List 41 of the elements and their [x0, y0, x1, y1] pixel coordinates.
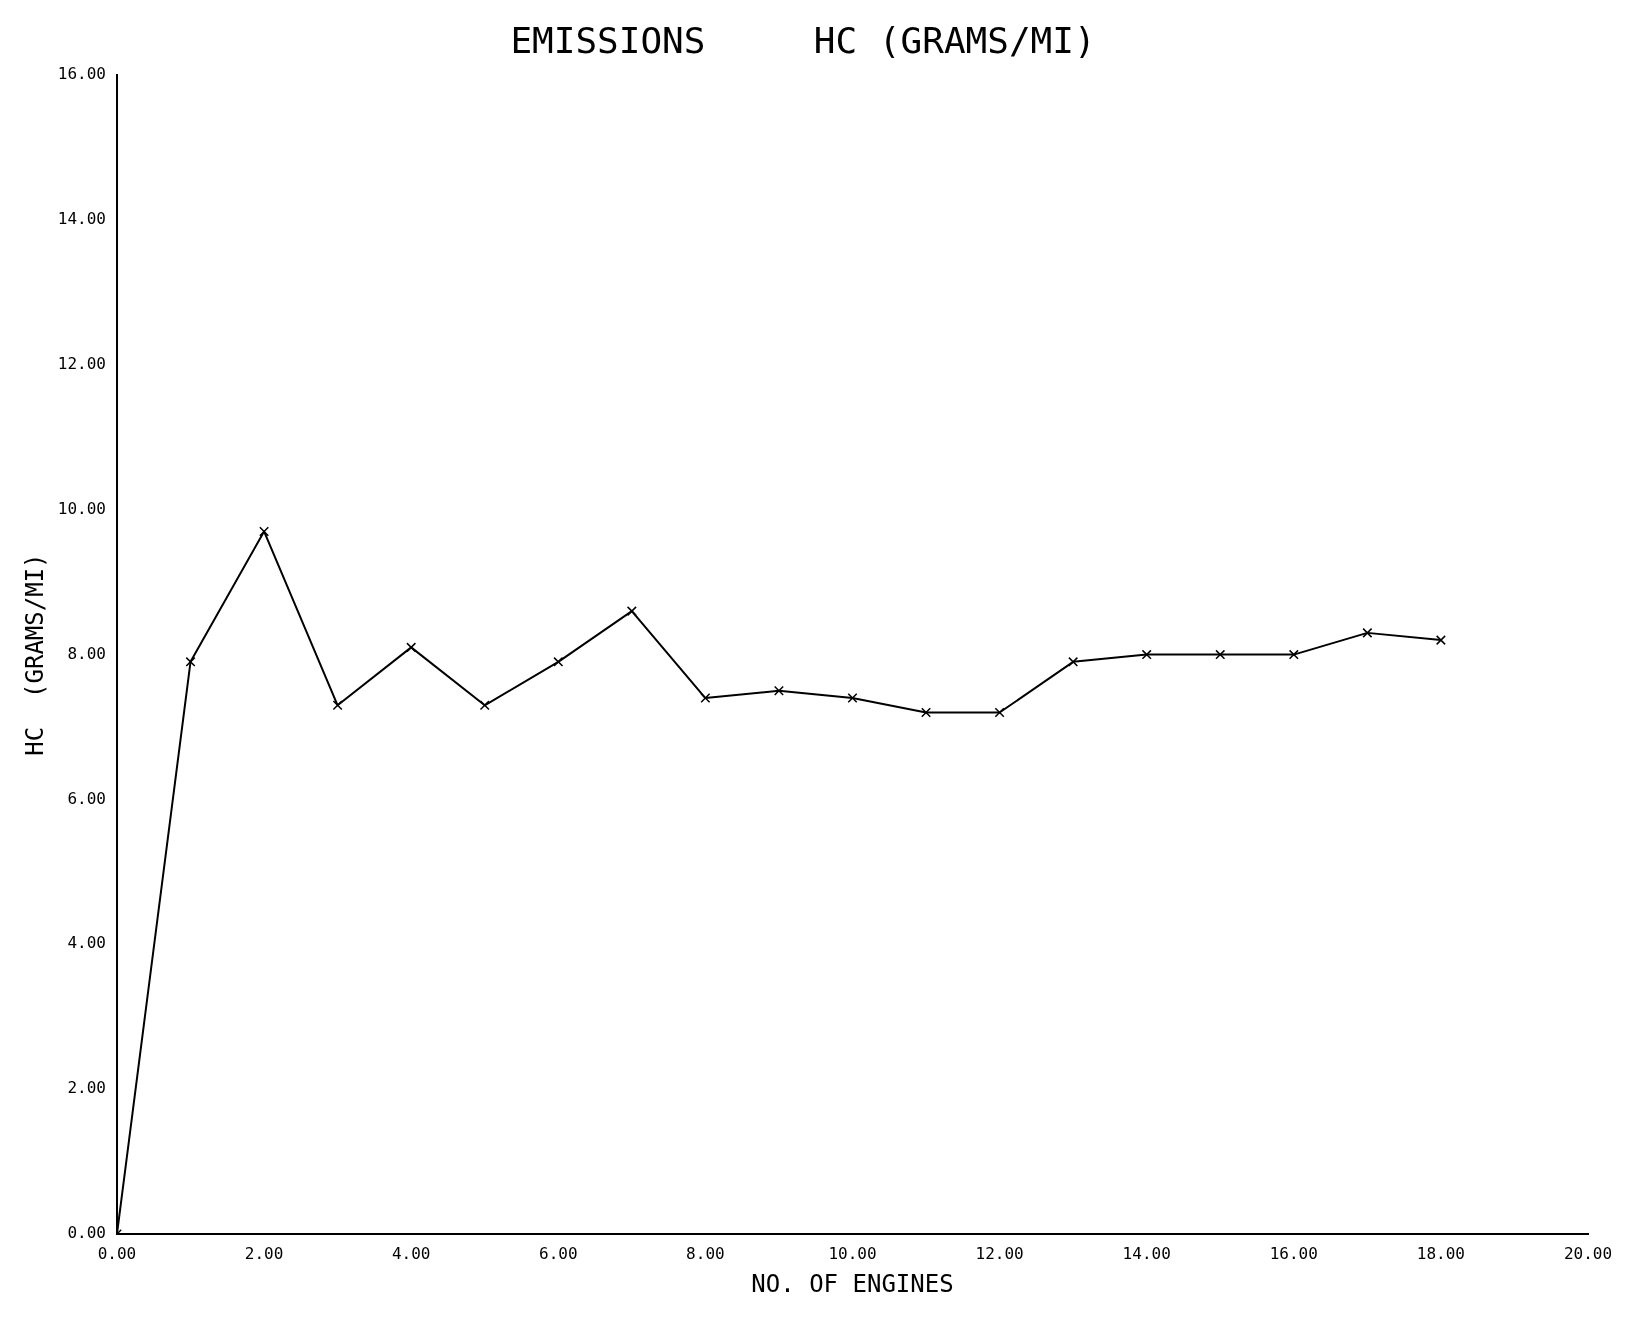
- x-tick-label: 20.00: [1563, 1243, 1613, 1263]
- x-tick-label: 0.00: [97, 1243, 137, 1263]
- y-tick-label: 2.00: [67, 1078, 106, 1098]
- point: [626, 606, 637, 617]
- point: [1362, 627, 1373, 638]
- x-tick-label: 4.00: [391, 1243, 431, 1263]
- x-tick-label: 2.00: [244, 1243, 284, 1263]
- y-tick-label: 16.00: [57, 64, 106, 84]
- point: [185, 656, 196, 667]
- point: [773, 685, 784, 696]
- chart-title: EMISSIONS HC (GRAMS/MI): [510, 19, 1096, 61]
- x-tick-label: 16.00: [1269, 1243, 1318, 1263]
- point: [847, 693, 858, 704]
- y-axis-title: HC (GRAMS/MI): [20, 553, 49, 756]
- point: [921, 707, 932, 718]
- point: [1068, 656, 1079, 667]
- y-tick-label: 8.00: [67, 643, 106, 663]
- x-tick-label: 8.00: [686, 1243, 725, 1263]
- x-tick-label: 10.00: [828, 1243, 877, 1263]
- y-tick-label: 12.00: [57, 354, 106, 374]
- point: [332, 700, 343, 711]
- point: [1215, 649, 1226, 660]
- x-tick-label: 14.00: [1122, 1243, 1171, 1263]
- y-tick-label: 10.00: [57, 498, 106, 518]
- point: [700, 693, 711, 704]
- point: [1288, 649, 1299, 660]
- y-tick-label: 4.00: [67, 933, 106, 953]
- point: [259, 526, 270, 537]
- y-tick-label: 14.00: [57, 209, 106, 229]
- point: [1435, 635, 1446, 646]
- x-tick-label: 12.00: [975, 1243, 1024, 1263]
- x-axis-title: NO. OF ENGINES: [751, 1269, 954, 1298]
- x-tick-label: 18.00: [1416, 1243, 1465, 1263]
- point: [406, 642, 417, 653]
- point: [1141, 649, 1152, 660]
- point: [994, 707, 1005, 718]
- y-tick-label: 6.00: [67, 788, 106, 808]
- point: [479, 700, 490, 711]
- point: [553, 656, 564, 667]
- y-tick-label: 0.00: [67, 1223, 106, 1243]
- x-tick-label: 6.00: [539, 1243, 578, 1263]
